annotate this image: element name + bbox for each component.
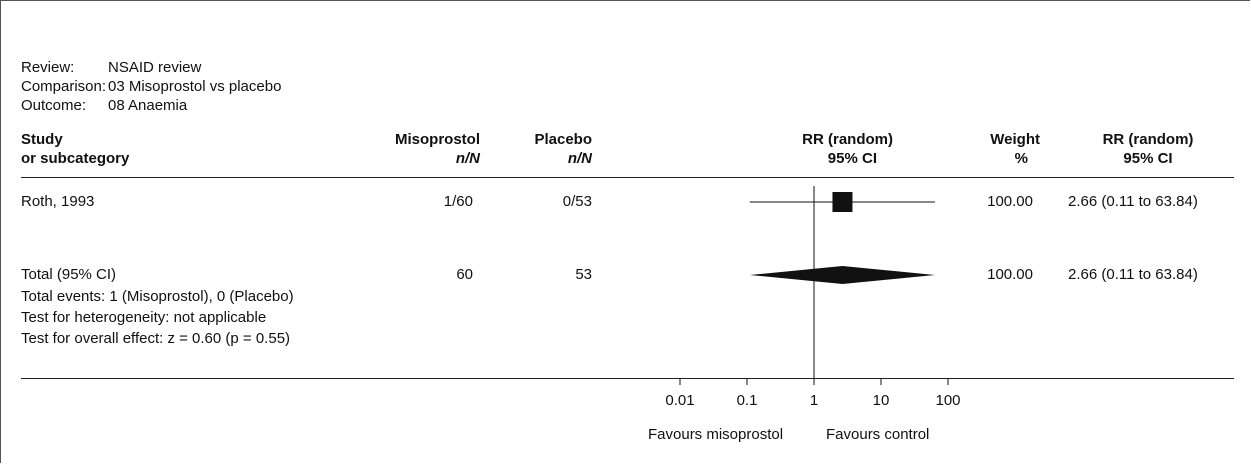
total-treatment: 60 [456, 266, 473, 283]
total-events: Total events: 1 (Misoprostol), 0 (Placeb… [21, 288, 294, 305]
study-rr-text: 2.66 (0.11 to 63.84) [1068, 193, 1198, 210]
total-rr-text: 2.66 (0.11 to 63.84) [1068, 266, 1198, 283]
review-value: NSAID review [108, 59, 202, 76]
axis-tick-label: 10 [873, 392, 890, 409]
study-name: Roth, 1993 [21, 193, 95, 210]
total-weight: 100.00 [987, 266, 1033, 283]
header-weight-line2: % [1014, 150, 1028, 167]
outcome-label: Outcome: [21, 97, 87, 114]
header-rr-line2: 95% CI [1123, 150, 1173, 167]
header-control-line2: n/N [567, 150, 592, 167]
study-point-estimate [832, 192, 853, 212]
review-label: Review: [21, 59, 75, 76]
axis-tick-label: 1 [810, 392, 818, 409]
comparison-value: 03 Misoprostol vs placebo [108, 78, 282, 95]
header-rule [21, 177, 1234, 178]
header-weight-line1: Weight [990, 131, 1040, 148]
header-control-line1: Placebo [534, 131, 592, 148]
study-treatment: 1/60 [443, 193, 473, 210]
favours-right-label: Favours control [826, 426, 930, 443]
axis-tick-label: 0.1 [737, 392, 758, 409]
axis-tick-label: 100 [935, 392, 960, 409]
comparison-label: Comparison: [21, 78, 107, 95]
header-treatment-line2: n/N [455, 150, 480, 167]
favours-left-label: Favours misoprostol [648, 426, 784, 443]
pooled-diamond [749, 266, 935, 284]
heterogeneity-test: Test for heterogeneity: not applicable [21, 309, 267, 326]
study-control: 0/53 [562, 193, 592, 210]
total-name: Total (95% CI) [21, 266, 117, 283]
outcome-value: 08 Anaemia [108, 97, 188, 114]
axis-tick-label: 0.01 [665, 392, 694, 409]
header-study-line2: or subcategory [21, 150, 130, 167]
overall-effect-test: Test for overall effect: z = 0.60 (p = 0… [21, 330, 291, 347]
total-control: 53 [575, 266, 592, 283]
study-weight: 100.00 [987, 193, 1033, 210]
bottom-rule [21, 378, 1234, 379]
header-rr-line1: RR (random) [1102, 131, 1194, 148]
header-plot-line1: RR (random) [802, 131, 893, 148]
header-study-line1: Study [21, 131, 63, 148]
header-treatment-line1: Misoprostol [395, 131, 480, 148]
header-plot-line2: 95% CI [827, 150, 877, 167]
